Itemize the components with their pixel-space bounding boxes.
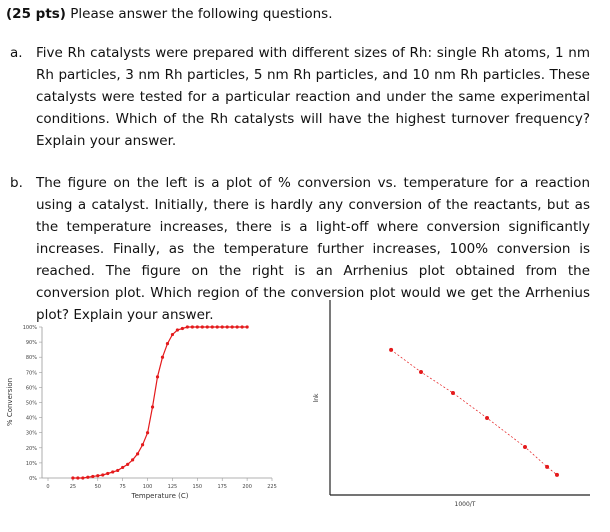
y-tick-label: 0%	[29, 476, 37, 482]
point	[175, 328, 180, 332]
point	[450, 391, 455, 396]
point	[145, 431, 150, 435]
y-tick-label: 40%	[26, 416, 37, 422]
arrhenius-chart: 1000/T lnk	[313, 300, 590, 508]
question: a. Five Rh catalysts were prepared with …	[10, 42, 590, 152]
point	[545, 464, 550, 469]
point	[136, 452, 140, 456]
question-label: a.	[10, 45, 23, 61]
point	[86, 475, 90, 479]
y-axis-label: lnk	[313, 393, 320, 402]
point	[215, 325, 219, 329]
point	[240, 325, 244, 329]
y-tick-label: 10%	[26, 461, 37, 467]
point	[121, 465, 125, 470]
instruction: Please answer the following questions.	[70, 6, 333, 22]
y-tick-label: 60%	[26, 385, 37, 391]
point	[389, 347, 394, 352]
point	[419, 369, 423, 374]
conversion-chart: 0 25 50 75 100 125 150 175 200 225 0% 10% 20% 30% 40% 5…	[6, 325, 277, 500]
point	[81, 476, 85, 480]
y-tick-label: 100%	[23, 325, 38, 331]
x-tick-label: 200	[242, 484, 252, 490]
point	[96, 474, 100, 478]
series-line	[72, 326, 248, 479]
trend-line	[390, 349, 558, 476]
header: (25 pts) Please answer the following que…	[6, 6, 333, 22]
point	[155, 375, 160, 379]
point	[230, 325, 234, 329]
point	[131, 458, 135, 462]
point	[523, 445, 527, 450]
point	[235, 325, 239, 329]
point	[245, 325, 249, 329]
points: (25 pts)	[6, 6, 66, 22]
point	[101, 473, 105, 477]
point	[116, 468, 120, 473]
point	[210, 325, 214, 329]
point	[76, 476, 80, 480]
y-tick-label: 30%	[26, 431, 37, 437]
point	[190, 325, 194, 329]
point	[165, 342, 170, 346]
point	[126, 462, 130, 467]
point	[170, 332, 175, 337]
y-tick-label: 80%	[26, 355, 37, 361]
x-tick-label: 225	[267, 484, 277, 490]
point	[160, 355, 165, 359]
x-axis-label: 1000/T	[455, 501, 476, 508]
point	[554, 472, 559, 477]
x-tick-label: 25	[70, 484, 76, 490]
x-tick-label: 150	[193, 484, 203, 490]
x-axis-label: Temperature (C)	[131, 492, 189, 500]
question-text: Five Rh catalysts were prepared with dif…	[36, 45, 590, 149]
question: b. The figure on the left is a plot of %…	[10, 172, 590, 326]
question-label: b.	[10, 175, 23, 191]
question-text: The figure on the left is a plot of % co…	[36, 175, 590, 323]
x-tick-label: 175	[217, 484, 227, 490]
x-tick-label: 125	[168, 484, 178, 490]
x-tick-label: 50	[95, 484, 101, 490]
point	[111, 470, 115, 474]
y-tick-label: 20%	[26, 446, 37, 452]
y-tick-label: 70%	[26, 370, 37, 376]
y-axis-label: % Conversion	[6, 378, 14, 426]
point	[140, 443, 145, 447]
point	[195, 325, 199, 329]
x-tick-label: 75	[119, 484, 125, 490]
point	[71, 476, 75, 480]
point	[485, 415, 490, 420]
x-tick-label: 0	[46, 484, 49, 490]
point	[225, 325, 229, 329]
point	[91, 474, 95, 479]
point	[106, 471, 110, 476]
point	[185, 325, 189, 329]
y-tick-label: 90%	[26, 340, 37, 346]
point	[180, 326, 184, 331]
y-tick-label: 50%	[26, 401, 37, 407]
point	[205, 325, 209, 329]
point	[200, 325, 204, 329]
x-tick-label: 100	[143, 484, 153, 490]
point	[150, 405, 155, 409]
point	[220, 325, 224, 329]
